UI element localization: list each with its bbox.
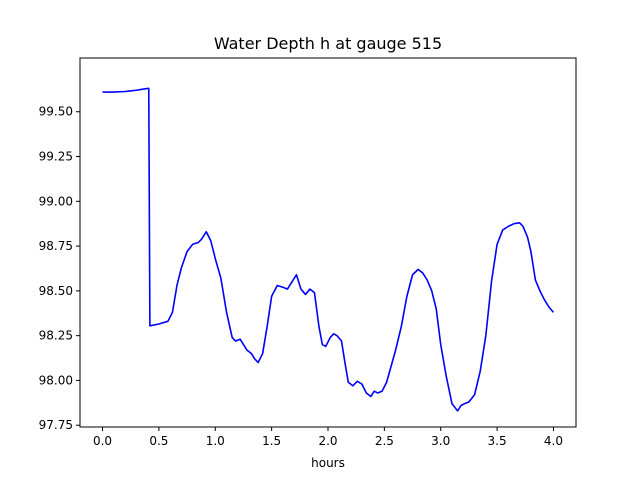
y-tick-label: 98.25 xyxy=(39,329,73,343)
series-line-0 xyxy=(102,87,555,412)
x-tick-label: 0.5 xyxy=(149,434,168,448)
y-tick-label: 98.00 xyxy=(39,373,73,387)
x-tick-label: 1.0 xyxy=(206,434,225,448)
y-tick-label: 99.50 xyxy=(39,105,73,119)
x-tick-label: 1.5 xyxy=(262,434,281,448)
x-tick-label: 4.0 xyxy=(544,434,563,448)
x-tick-label: 0.0 xyxy=(93,434,112,448)
y-tick-label: 99.25 xyxy=(39,150,73,164)
y-tick-label: 98.50 xyxy=(39,284,73,298)
y-tick-label: 99.00 xyxy=(39,194,73,208)
x-axis-label: hours xyxy=(311,456,345,470)
chart-title: Water Depth h at gauge 515 xyxy=(214,34,442,53)
x-tick-label: 3.0 xyxy=(431,434,450,448)
x-tick-label: 2.5 xyxy=(375,434,394,448)
plot-area: 0.0 0.5 1.0 1.5 2.0 2.5 3.0 3.5 4.0 97.75 98.00 98.… xyxy=(39,57,577,448)
y-tick-label: 98.75 xyxy=(39,239,73,253)
x-tick-label: 3.5 xyxy=(488,434,507,448)
y-tick-label: 97.75 xyxy=(39,418,73,432)
x-tick-label: 2.0 xyxy=(318,434,337,448)
